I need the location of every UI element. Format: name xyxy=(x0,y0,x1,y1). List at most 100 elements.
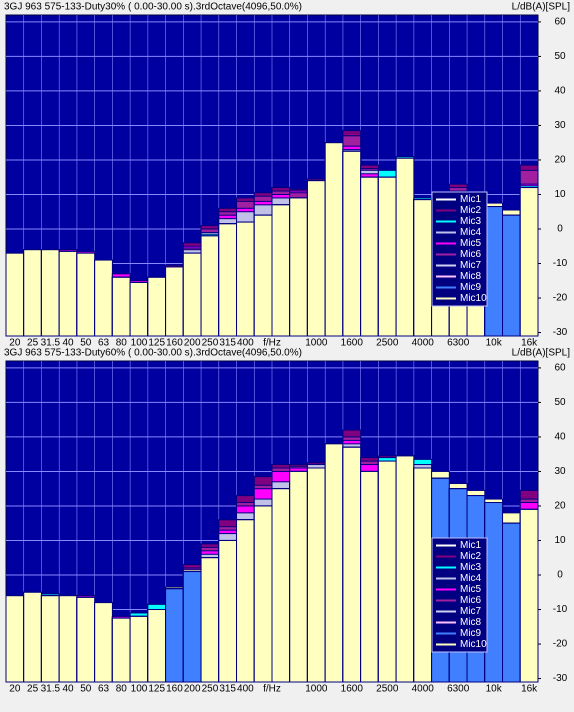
legend-label: Mic10 xyxy=(460,293,487,304)
bar xyxy=(218,223,238,337)
y-tick-label: 20 xyxy=(554,501,566,512)
x-tick-label: 25 xyxy=(27,684,39,695)
legend-label: Mic8 xyxy=(460,617,482,628)
bar xyxy=(342,150,362,337)
bar xyxy=(111,276,131,337)
bar xyxy=(271,204,291,337)
bar xyxy=(360,470,379,683)
bar xyxy=(253,214,273,337)
chart: 3GJ 963 575-133-Duty60% ( 0.00-30.00 s).… xyxy=(4,348,570,695)
bar xyxy=(289,197,308,337)
y-tick-label: 50 xyxy=(554,51,566,62)
legend-label: Mic3 xyxy=(460,216,482,227)
x-tick-label: 25 xyxy=(27,338,39,349)
bar xyxy=(519,508,539,683)
bar xyxy=(129,615,149,683)
legend-label: Mic6 xyxy=(460,595,482,606)
x-tick-label: 50 xyxy=(80,684,92,695)
x-tick-label: 1600 xyxy=(341,338,364,349)
y-tick-label: -30 xyxy=(553,673,568,684)
bar xyxy=(236,519,255,683)
legend-label: Mic7 xyxy=(460,260,482,271)
legend-label: Mic7 xyxy=(460,606,482,617)
legend-label: Mic1 xyxy=(460,540,482,551)
bar xyxy=(377,460,397,683)
x-tick-label: 10k xyxy=(486,684,503,695)
x-tick-label: 315 xyxy=(219,684,236,695)
x-tick-label: 31.5 xyxy=(41,338,61,349)
x-tick-label: 1000 xyxy=(305,684,328,695)
x-tick-label: 1000 xyxy=(305,338,328,349)
x-tick-label: 80 xyxy=(116,684,128,695)
legend-label: Mic8 xyxy=(460,271,482,282)
bar xyxy=(147,609,167,683)
bar xyxy=(324,443,344,683)
bar xyxy=(58,250,78,337)
x-tick-label: 100 xyxy=(131,684,148,695)
bar xyxy=(289,470,308,683)
x-tick-label: 16k xyxy=(521,338,538,349)
x-tick-label: 40 xyxy=(63,338,75,349)
bar xyxy=(218,539,238,683)
bar xyxy=(23,591,42,683)
bar xyxy=(165,588,184,683)
bar xyxy=(306,180,326,337)
x-tick-label: 4000 xyxy=(412,684,435,695)
legend-label: Mic5 xyxy=(460,584,482,595)
legend-label: Mic10 xyxy=(460,639,487,650)
y-tick-label: 40 xyxy=(554,432,566,443)
x-tick-label: 40 xyxy=(63,684,75,695)
x-tick-label: 2500 xyxy=(376,684,399,695)
bar xyxy=(306,467,326,683)
x-tick-label: 160 xyxy=(166,684,183,695)
x-tick-label: 6300 xyxy=(447,338,470,349)
bar xyxy=(200,235,220,337)
x-tick-label: 400 xyxy=(237,684,254,695)
bar xyxy=(182,252,202,337)
bar xyxy=(502,522,521,683)
x-tick-label: 31.5 xyxy=(41,684,61,695)
bar xyxy=(58,595,78,683)
bar xyxy=(413,467,433,683)
y-tick-label: -20 xyxy=(553,639,568,650)
y-tick-label: 60 xyxy=(554,17,566,28)
bar xyxy=(360,176,379,337)
bar xyxy=(377,176,397,337)
x-tick-label: 160 xyxy=(166,338,183,349)
legend-label: Mic4 xyxy=(460,573,482,584)
x-axis-label: f/Hz xyxy=(263,684,281,695)
x-tick-label: 63 xyxy=(98,338,110,349)
x-tick-label: 20 xyxy=(9,338,21,349)
bar xyxy=(165,266,184,337)
bar xyxy=(94,602,113,683)
x-tick-label: 6300 xyxy=(447,684,470,695)
chart: 3GJ 963 575-133-Duty30% ( 0.00-30.00 s).… xyxy=(4,2,570,349)
y-tick-label: 60 xyxy=(554,363,566,374)
bar xyxy=(324,142,344,337)
bar xyxy=(5,595,25,683)
bar xyxy=(76,252,96,337)
chart-title: 3GJ 963 575-133-Duty60% ( 0.00-30.00 s).… xyxy=(4,348,302,359)
x-tick-label: 50 xyxy=(80,338,92,349)
bar xyxy=(271,488,291,683)
x-tick-label: 20 xyxy=(9,684,21,695)
legend-label: Mic2 xyxy=(460,551,482,562)
chart-title: 3GJ 963 575-133-Duty30% ( 0.00-30.00 s).… xyxy=(4,2,302,13)
bar xyxy=(182,571,202,683)
y-axis-label: L/dB(A)[SPL] xyxy=(512,2,571,13)
y-tick-label: -10 xyxy=(553,604,568,615)
y-tick-label: -10 xyxy=(553,258,568,269)
x-tick-label: 80 xyxy=(116,338,128,349)
bar xyxy=(147,276,167,337)
x-tick-label: 400 xyxy=(237,338,254,349)
bar xyxy=(23,249,42,337)
legend-label: Mic3 xyxy=(460,562,482,573)
legend-label: Mic9 xyxy=(460,282,482,293)
y-tick-label: 30 xyxy=(554,120,566,131)
bar xyxy=(5,252,25,337)
legend: Mic1Mic2Mic3Mic4Mic5Mic6Mic7Mic8Mic9Mic1… xyxy=(431,537,488,653)
x-tick-label: 250 xyxy=(202,338,219,349)
x-tick-label: 200 xyxy=(184,684,201,695)
bar xyxy=(413,199,433,337)
x-tick-label: 16k xyxy=(521,684,538,695)
